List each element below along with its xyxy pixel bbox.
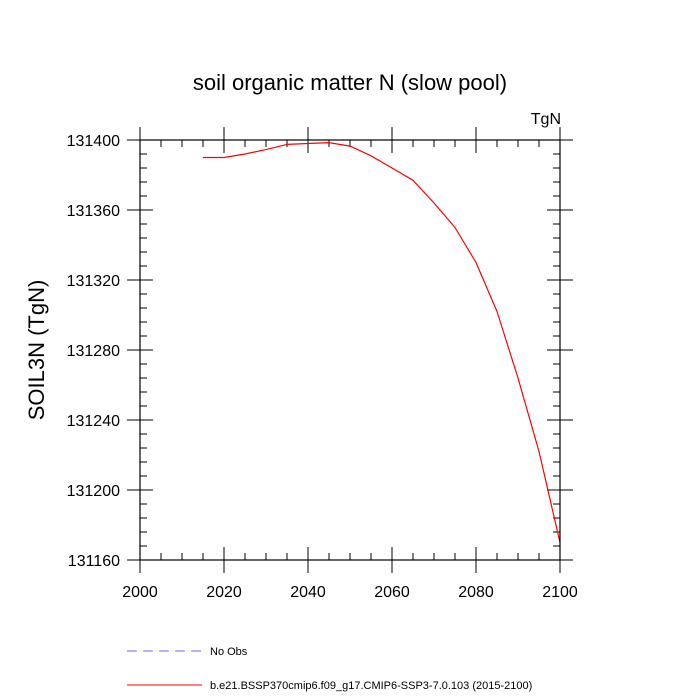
series-layer <box>203 142 561 543</box>
legend-label: No Obs <box>210 646 248 658</box>
axis-tick-labels: 2000 2020 2040 2060 2080 2100 131160 131200 1312… <box>67 133 578 601</box>
y-tick-label: 131280 <box>67 343 120 360</box>
plot-frame <box>139 139 561 561</box>
x-tick-label: 2040 <box>290 584 326 601</box>
x-tick-label: 2060 <box>374 584 410 601</box>
y-tick-label: 131200 <box>67 483 120 500</box>
series-line <box>203 142 561 543</box>
legend-label: b.e21.BSSP370cmip6.f09_g17.CMIP6-SSP3-7.… <box>210 680 532 692</box>
legend: No Obs b.e21.BSSP370cmip6.f09_g17.CMIP6-S… <box>127 646 532 692</box>
x-tick-label: 2020 <box>206 584 242 601</box>
chart-title: soil organic matter N (slow pool) <box>193 70 507 95</box>
units-label: TgN <box>531 111 561 128</box>
x-tick-label: 2000 <box>122 584 158 601</box>
x-tick-label: 2100 <box>542 584 578 601</box>
y-tick-label: 131360 <box>67 203 120 220</box>
y-tick-label: 131240 <box>67 413 120 430</box>
y-axis-label: SOIL3N (TgN) <box>24 280 49 421</box>
x-tick-label: 2080 <box>458 584 494 601</box>
y-tick-label: 131400 <box>67 133 120 150</box>
axis-ticks <box>127 127 573 573</box>
y-tick-label: 131320 <box>67 273 120 290</box>
y-tick-label: 131160 <box>68 553 120 570</box>
